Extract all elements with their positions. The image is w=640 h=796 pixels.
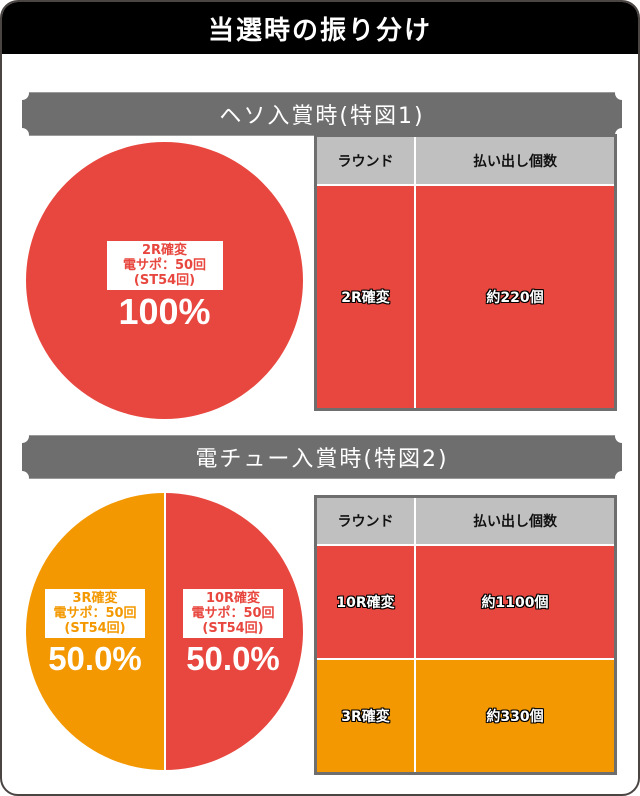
- banner-notch: [15, 471, 29, 485]
- payout-table-denchu: ラウンド 払い出し個数 10R確変 約1100個 3R確変 約330個: [314, 495, 617, 775]
- slice-round: 2R確変: [141, 243, 188, 258]
- slice-round: 3R確変: [72, 591, 118, 606]
- table-cell-round: 3R確変: [317, 660, 414, 772]
- pie-slice-label: 2R確変 電サポ：50回 (ST54回) 100%: [26, 241, 303, 330]
- slice-percent: 50.0%: [186, 640, 280, 677]
- slice-info-box: 3R確変 電サポ：50回 (ST54回): [45, 589, 145, 638]
- banner-notch: [615, 429, 629, 443]
- banner-notch: [615, 471, 629, 485]
- banner-notch: [615, 86, 629, 100]
- slice-info-box: 10R確変 電サポ：50回 (ST54回): [183, 589, 283, 638]
- banner-notch: [615, 128, 629, 142]
- table-cell-round: 10R確変: [317, 546, 414, 658]
- column-header-payout: 払い出し個数: [416, 498, 614, 544]
- pie-chart-denchu: 3R確変 電サポ：50回 (ST54回) 50.0% 10R確変 電サポ：50回…: [26, 493, 303, 770]
- payout-table-heso: ラウンド 払い出し個数 2R確変 約220個: [314, 134, 617, 411]
- column-header-round: ラウンド: [317, 498, 414, 544]
- slice-st: (ST54回): [64, 621, 126, 636]
- table-cell-payout: 約330個: [416, 660, 614, 772]
- slice-percent: 100%: [118, 291, 211, 332]
- slice-percent: 50.0%: [48, 640, 142, 677]
- column-header-payout: 払い出し個数: [416, 137, 614, 184]
- section-banner-denchu: 電チュー入賞時(特図2): [15, 429, 629, 485]
- pie-slice-label-10r: 10R確変 電サポ：50回 (ST54回) 50.0%: [168, 589, 298, 675]
- banner-notch: [15, 429, 29, 443]
- slice-densapo: 電サポ：50回: [122, 258, 207, 273]
- table-cell-payout: 約1100個: [416, 546, 614, 658]
- pie-slice-label-3r: 3R確変 電サポ：50回 (ST54回) 50.0%: [30, 589, 160, 675]
- slice-densapo: 電サポ：50回: [53, 606, 137, 621]
- table-cell-payout: 約220個: [416, 186, 614, 408]
- slice-round: 10R確変: [205, 591, 261, 606]
- banner-notch: [15, 86, 29, 100]
- banner-notch: [15, 128, 29, 142]
- section-title: ヘソ入賞時(特図1): [219, 104, 425, 129]
- slice-densapo: 電サポ：50回: [191, 606, 275, 621]
- slice-st: (ST54回): [202, 621, 264, 636]
- pie-chart-heso: 2R確変 電サポ：50回 (ST54回) 100%: [26, 142, 303, 419]
- page-title: 当選時の振り分け: [2, 2, 638, 54]
- table-cell-round: 2R確変: [317, 186, 414, 408]
- slice-st: (ST54回): [133, 273, 196, 288]
- section-title: 電チュー入賞時(特図2): [195, 447, 449, 472]
- column-header-round: ラウンド: [317, 137, 414, 184]
- slice-info-box: 2R確変 電サポ：50回 (ST54回): [106, 241, 223, 290]
- pie-divider: [163, 493, 166, 770]
- section-banner-heso: ヘソ入賞時(特図1): [15, 86, 629, 142]
